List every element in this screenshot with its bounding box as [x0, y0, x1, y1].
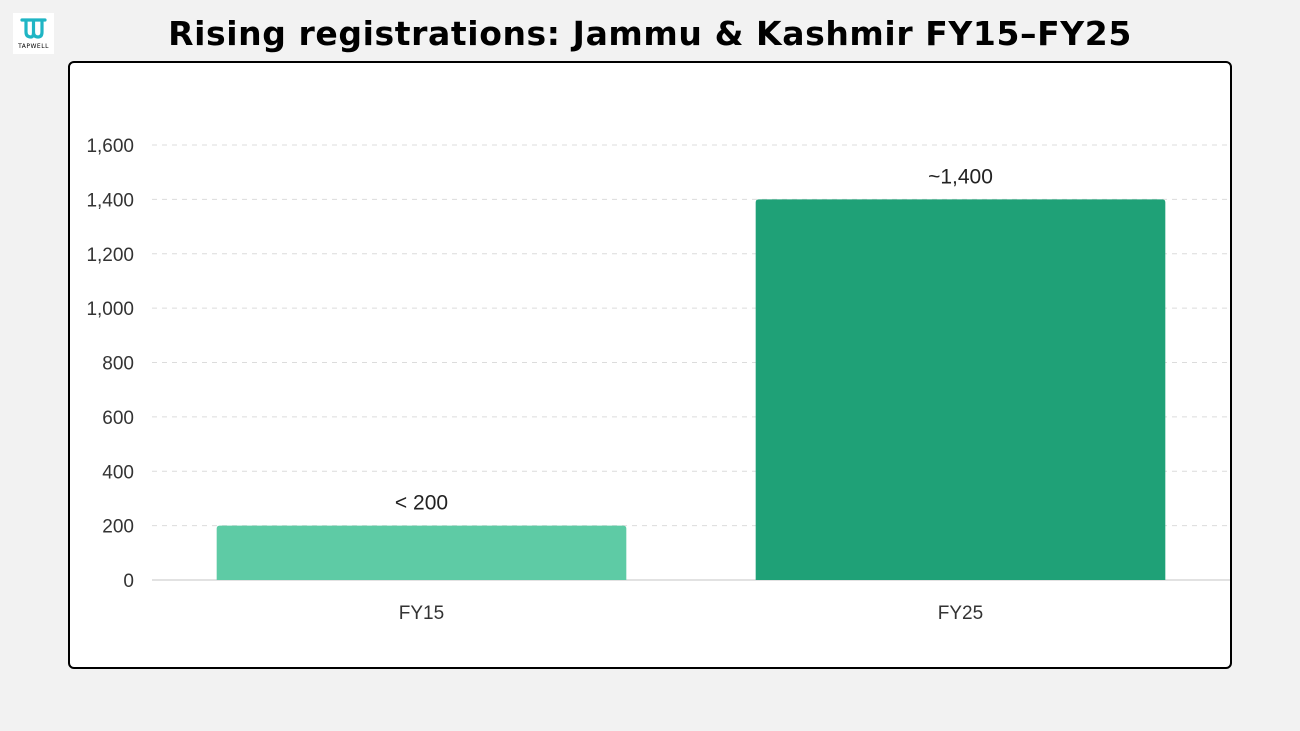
y-tick-label: 1,200 [86, 245, 134, 266]
y-tick-label: 1,400 [86, 190, 134, 211]
tapwell-logo-text: TAPWELL [18, 43, 49, 50]
y-tick-label: 200 [102, 517, 134, 538]
bar-fy25 [755, 199, 1166, 580]
bar-fy15 [216, 525, 627, 580]
y-tick-label: 600 [102, 408, 134, 429]
x-tick-label: FY25 [938, 603, 983, 624]
y-tick-label: 400 [102, 462, 134, 483]
y-tick-label: 0 [123, 571, 134, 592]
data-label-fy25: ~1,400 [928, 165, 993, 188]
tapwell-logo: TAPWELL [13, 13, 54, 54]
tapwell-logo-icon [20, 18, 47, 39]
bar-chart: 0 200 400 600 800 1,000 1,200 1,400 1,600 < 200 FY… [86, 136, 1230, 624]
data-label-fy15: < 200 [395, 492, 448, 515]
chart-card: 0 200 400 600 800 1,000 1,200 1,400 1,600 < 200 FY… [68, 61, 1232, 669]
x-tick-label: FY15 [399, 603, 444, 624]
y-tick-label: 1,600 [86, 136, 134, 157]
y-tick-label: 1,000 [86, 299, 134, 320]
y-tick-label: 800 [102, 354, 134, 375]
page-title: Rising registrations: Jammu & Kashmir FY… [168, 14, 1132, 53]
